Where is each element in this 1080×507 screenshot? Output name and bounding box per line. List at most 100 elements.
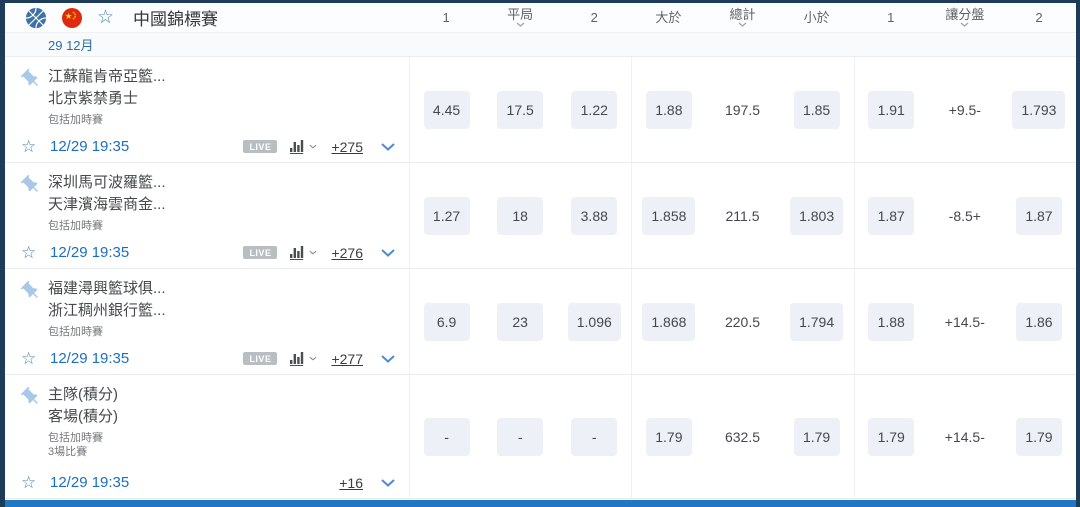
odds-button-draw[interactable]: - [497, 417, 544, 456]
odds-button-away[interactable]: - [571, 417, 618, 456]
odds-button-home[interactable]: - [423, 417, 470, 456]
match-time: 12/29 19:35 [50, 350, 130, 367]
odds-button-hcp-away[interactable]: 1.86 [1015, 302, 1062, 341]
odds-button-away[interactable]: 1.096 [567, 302, 621, 341]
odds-button-away[interactable]: 1.22 [571, 90, 618, 129]
match-row: 江蘇龍肯帝亞籃... 北京紫禁勇士 包括加時賽 ☆ 12/29 19:35 LI… [5, 57, 1076, 163]
odds-button-over[interactable]: 1.79 [645, 417, 692, 456]
match-time: 12/29 19:35 [50, 474, 130, 491]
col-header-draw[interactable]: 平局 [483, 8, 557, 28]
odds-button-hcp-away[interactable]: 1.793 [1012, 90, 1066, 129]
match-row: 福建潯興籃球俱... 浙江稠州銀行籃... 包括加時賽 ☆ 12/29 19:3… [5, 269, 1076, 375]
overtime-note: 包括加時賽 [48, 114, 103, 126]
bottom-scrollbar[interactable] [5, 500, 1076, 507]
odds-button-draw[interactable]: 18 [497, 196, 544, 235]
odds-button-hcp-home[interactable]: 1.79 [868, 417, 915, 456]
odds-button-hcp-away[interactable]: 1.79 [1015, 417, 1062, 456]
favorite-star-icon[interactable]: ☆ [21, 349, 37, 368]
league-favorite-star-icon[interactable]: ☆ [97, 7, 115, 28]
handicap-line-value: +9.5- [948, 101, 981, 118]
match-time: 12/29 19:35 [50, 244, 130, 261]
col-header-total[interactable]: 總計 [705, 8, 779, 28]
odds-button-home[interactable]: 6.9 [423, 302, 470, 341]
pin-icon[interactable] [15, 275, 46, 306]
col-header-handicap[interactable]: 讓分盤 [928, 8, 1002, 28]
handicap-line-value: +14.5- [944, 428, 985, 445]
odds-button-away[interactable]: 3.88 [571, 196, 618, 235]
odds-button-home[interactable]: 4.45 [423, 90, 470, 129]
odds-button-hcp-home[interactable]: 1.91 [868, 90, 915, 129]
match-meta: ☆ 12/29 19:35 LIVE +276 [5, 244, 409, 261]
total-line-value: 220.5 [724, 313, 761, 330]
expand-chevron-icon[interactable] [381, 478, 395, 487]
match-meta: ☆ 12/29 19:35 LIVE +275 [5, 138, 409, 155]
league-header: ☆ 中國錦標賽 1 平局 2 大於 總計 小於 1 讓分盤 [5, 3, 1076, 33]
handicap-line-value: +14.5- [944, 313, 985, 330]
match-row: 主隊(積分) 客場(積分) 包括加時賽 3場比賽 ☆ 12/29 19:35 +… [5, 375, 1076, 499]
match-info: 福建潯興籃球俱... 浙江稠州銀行籃... 包括加時賽 ☆ 12/29 19:3… [5, 269, 409, 374]
odds-button-over[interactable]: 1.858 [642, 196, 696, 235]
odds-button-hcp-away[interactable]: 1.87 [1015, 196, 1062, 235]
basketball-icon [25, 7, 47, 29]
live-badge: LIVE [243, 246, 278, 259]
odds-button-home[interactable]: 1.27 [423, 196, 470, 235]
odds-button-hcp-home[interactable]: 1.88 [868, 302, 915, 341]
match-row: 深圳馬可波羅籃... 天津濱海雲商金... 包括加時賽 ☆ 12/29 19:3… [5, 163, 1076, 269]
date-label: 29 12月 [48, 38, 94, 53]
odds-button-over[interactable]: 1.868 [642, 302, 696, 341]
league-header-left: ☆ 中國錦標賽 [5, 3, 409, 32]
odds-button-draw[interactable]: 23 [497, 302, 544, 341]
odds-button-under[interactable]: 1.85 [793, 90, 840, 129]
col-header-under: 小於 [803, 10, 830, 25]
live-badge: LIVE [243, 352, 278, 365]
expand-chevron-icon[interactable] [381, 248, 395, 257]
match-info: 江蘇龍肯帝亞籃... 北京紫禁勇士 包括加時賽 ☆ 12/29 19:35 LI… [5, 57, 409, 162]
stats-icon[interactable] [289, 351, 317, 366]
chevron-down-icon[interactable] [738, 22, 747, 28]
live-badge: LIVE [243, 140, 278, 153]
match-info: 主隊(積分) 客場(積分) 包括加時賽 3場比賽 ☆ 12/29 19:35 +… [5, 375, 409, 498]
odds-button-under[interactable]: 1.79 [793, 417, 840, 456]
odds-button-over[interactable]: 1.88 [645, 90, 692, 129]
more-markets-link[interactable]: +275 [331, 138, 363, 155]
home-team-name: 江蘇龍肯帝亞籃... [48, 68, 166, 85]
china-flag-icon [62, 7, 82, 28]
favorite-star-icon[interactable]: ☆ [21, 473, 37, 492]
col-header-home: 1 [442, 10, 450, 25]
total-line-value: 197.5 [724, 101, 761, 118]
more-markets-link[interactable]: +16 [339, 474, 363, 491]
stats-icon[interactable] [289, 139, 317, 154]
pin-icon[interactable] [15, 169, 46, 200]
col-header-over: 大於 [655, 10, 682, 25]
expand-chevron-icon[interactable] [381, 142, 395, 151]
match-info: 深圳馬可波羅籃... 天津濱海雲商金... 包括加時賽 ☆ 12/29 19:3… [5, 163, 409, 268]
pin-icon[interactable] [15, 381, 46, 412]
league-title: 中國錦標賽 [133, 10, 219, 29]
odds-button-draw[interactable]: 17.5 [497, 90, 544, 129]
chevron-down-icon[interactable] [960, 22, 969, 28]
col-header-hcp-away: 2 [1035, 10, 1043, 25]
match-meta: ☆ 12/29 19:35 LIVE +277 [5, 350, 409, 367]
more-markets-link[interactable]: +277 [331, 350, 363, 367]
overtime-note: 包括加時賽 [48, 220, 103, 232]
odds-button-hcp-home[interactable]: 1.87 [868, 196, 915, 235]
favorite-star-icon[interactable]: ☆ [21, 137, 37, 156]
match-meta: ☆ 12/29 19:35 +16 [5, 474, 409, 491]
expand-chevron-icon[interactable] [381, 354, 395, 363]
pin-icon[interactable] [15, 63, 46, 94]
col-header-away: 2 [590, 10, 598, 25]
more-markets-link[interactable]: +276 [331, 244, 363, 261]
away-team-name: 客場(積分) [48, 408, 118, 425]
match-time: 12/29 19:35 [50, 138, 130, 155]
odds-button-under[interactable]: 1.803 [790, 196, 844, 235]
home-team-name: 主隊(積分) [48, 386, 118, 403]
total-line-value: 211.5 [725, 207, 760, 224]
chevron-down-icon[interactable] [516, 22, 525, 28]
favorite-star-icon[interactable]: ☆ [21, 243, 37, 262]
total-line-value: 632.5 [724, 428, 761, 445]
away-team-name: 天津濱海雲商金... [48, 196, 166, 213]
odds-button-under[interactable]: 1.794 [790, 302, 844, 341]
stats-icon[interactable] [289, 245, 317, 260]
games-count-note: 3場比賽 [48, 446, 88, 458]
